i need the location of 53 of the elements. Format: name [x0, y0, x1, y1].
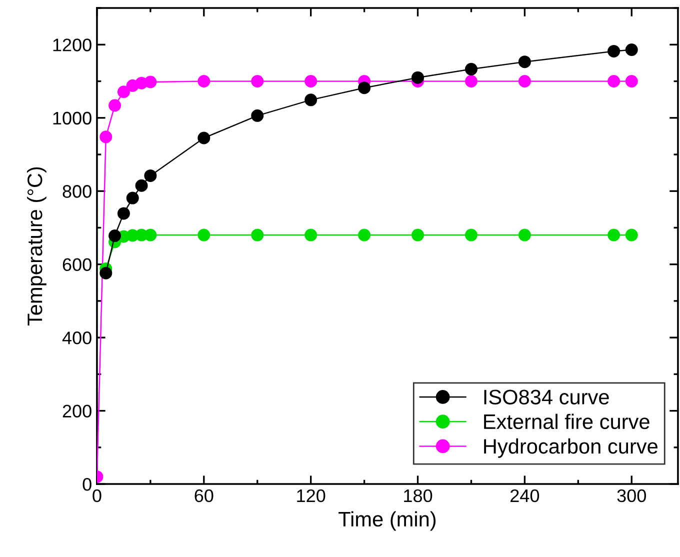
point: [608, 44, 620, 58]
legend-label: ISO834 curve: [484, 390, 609, 404]
point: [108, 99, 122, 112]
point: [464, 228, 478, 242]
point: [358, 82, 371, 94]
legend-label: External fire curve: [484, 414, 650, 430]
x-tick-label: 180: [404, 489, 432, 502]
point: [412, 71, 424, 84]
point: [304, 94, 318, 106]
point: [518, 56, 531, 68]
y-tick-label: 400: [62, 332, 92, 344]
point: [625, 228, 638, 242]
point: [100, 266, 112, 280]
x-tick-label: 240: [510, 489, 540, 502]
x-axis-title: Time (min): [338, 511, 436, 531]
point: [144, 76, 157, 88]
point: [358, 228, 371, 242]
point: [126, 192, 139, 204]
point: [251, 75, 264, 88]
y-axis-title: Temperature (°C): [26, 167, 46, 326]
point: [464, 75, 478, 88]
y-tick-label: 0: [82, 478, 92, 491]
point: [198, 75, 210, 88]
point: [625, 44, 638, 56]
y-tick-label: 600: [62, 258, 92, 272]
y-tick-label: 200: [62, 404, 92, 418]
point: [108, 230, 122, 242]
point: [198, 228, 210, 242]
point: [198, 132, 210, 144]
point: [608, 228, 620, 242]
point: [464, 62, 478, 76]
point: [144, 169, 157, 182]
point: [251, 228, 264, 242]
point: [135, 179, 148, 192]
point: [117, 86, 130, 98]
x-tick-label: 120: [297, 489, 326, 502]
x-tick-label: 0: [92, 489, 102, 502]
x-tick-label: 300: [617, 489, 646, 502]
legend-label: Hydrocarbon curve: [484, 438, 658, 458]
point: [251, 109, 264, 122]
point: [304, 75, 318, 88]
point: [518, 75, 531, 88]
y-tick-label: 1200: [53, 38, 92, 52]
point: [117, 207, 130, 220]
point: [518, 228, 531, 242]
point: [625, 75, 638, 88]
point: [304, 228, 318, 242]
point: [100, 130, 112, 144]
point: [412, 228, 424, 242]
y-tick-label: 1000: [53, 112, 92, 125]
x-tick-label: 60: [194, 489, 214, 502]
point: [608, 75, 620, 88]
y-tick-label: 800: [62, 185, 92, 198]
